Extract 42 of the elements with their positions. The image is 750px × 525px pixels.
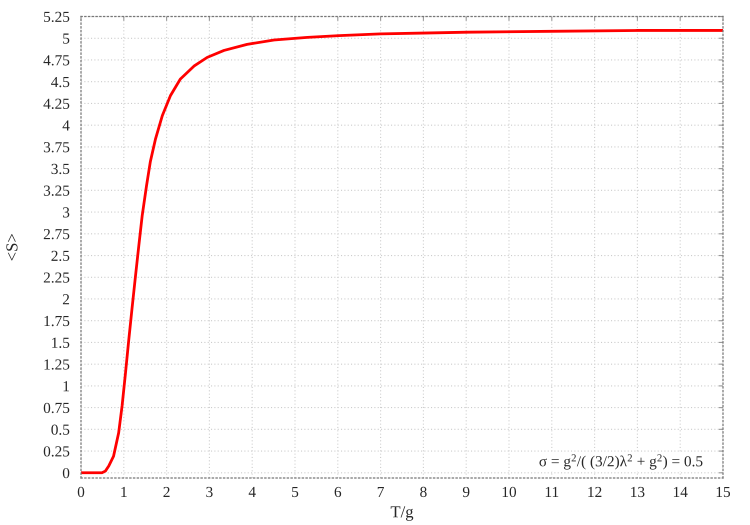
y-tick-label: 2: [62, 294, 70, 304]
y-tick-label: 5.25: [44, 12, 70, 22]
x-tick-label: 15: [716, 486, 730, 498]
line-series: [81, 29, 723, 474]
y-tick-label: 1: [64, 381, 69, 392]
y-tick-label: 4: [62, 120, 70, 130]
y-tick-label: 3.5: [52, 164, 70, 174]
y-tick-label: 3: [62, 207, 70, 218]
x-tick-label: 11: [546, 486, 558, 497]
y-tick-label: 4.5: [51, 76, 70, 88]
x-tick-label: 13: [631, 486, 644, 498]
x-tick-label: 3: [206, 486, 213, 498]
x-tick-label: 9: [462, 486, 470, 498]
y-tick-label: 4.75: [43, 55, 70, 66]
y-tick-label: 3.25: [44, 186, 70, 196]
y-tick-label: 5: [63, 34, 70, 44]
x-tick-label: 6: [334, 486, 342, 498]
y-tick-label: 2.25: [44, 272, 70, 283]
y-tick-label: 0: [62, 468, 70, 478]
y-tick-label: 2.5: [51, 250, 70, 262]
y-tick-label: 0.75: [44, 402, 70, 414]
x-tick-label: 5: [292, 486, 298, 498]
x-tick-label: 4: [248, 486, 256, 497]
y-tick-label: 1.25: [44, 359, 70, 370]
x-tick-label: 12: [588, 486, 602, 497]
y-axis-title: <S>: [6, 234, 18, 260]
y-tick-label: 0.5: [51, 424, 70, 435]
y-tick-label: 1.5: [52, 338, 70, 348]
annotation: σ = g$^{2}$/( (3/2)λ$^{2}$ + g$^{2}$) = 0.5: [539, 454, 702, 470]
x-tick-label: 0: [78, 486, 84, 498]
y-tick-label: 1.75: [44, 316, 70, 326]
x-tick-label: 2: [163, 486, 170, 497]
y-tick-label: 2.75: [44, 228, 70, 240]
x-tick-label: 14: [674, 486, 688, 497]
y-tick-label: 3.75: [44, 142, 70, 152]
y-tick-label: 0.25: [44, 446, 70, 457]
y-tick-label: 4.25: [43, 98, 70, 109]
x-axis-title: T/g: [390, 506, 414, 521]
x-tick-label: 8: [420, 486, 427, 498]
x-tick-label: 10: [502, 486, 516, 498]
x-tick-label: 1: [121, 486, 127, 497]
x-tick-label: 7: [378, 486, 384, 497]
